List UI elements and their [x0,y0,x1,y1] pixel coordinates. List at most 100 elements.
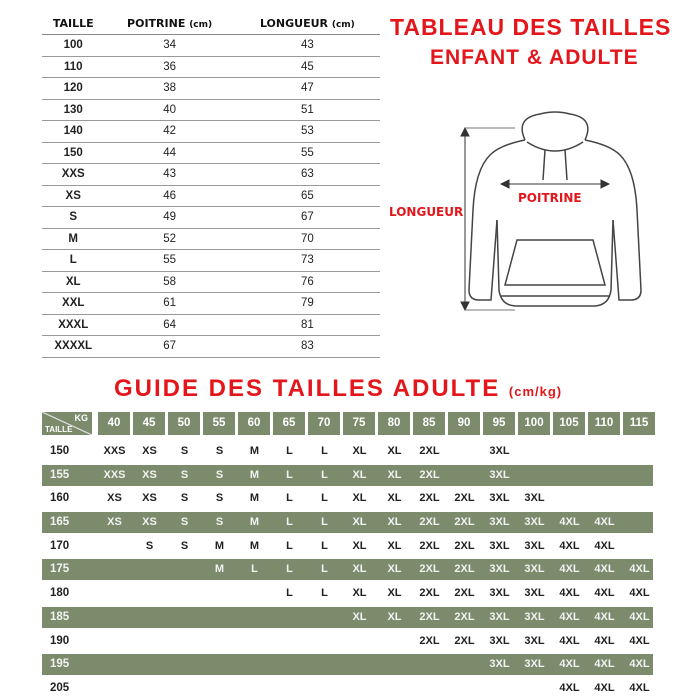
size-cell: XXS [103,445,126,457]
chest-cell: 44 [104,142,235,164]
size-cell: S [215,492,224,505]
size-cell: 3XL [489,468,510,481]
size-cell: L [286,587,293,600]
height-cell: 205 [50,681,70,694]
table-row: XXXXL 67 83 [42,335,380,358]
table-row: XL 58 76 [42,271,380,293]
size-cell: XS [107,516,122,529]
table-row: XXXL 64 81 [42,314,380,336]
chart-title: TABLEAU DES TAILLES [390,14,672,40]
size-cell: 3XL [489,634,510,647]
size-cell: 4XL [594,563,615,576]
size-cell: S [180,468,189,481]
chest-cell: 34 [104,34,235,57]
size-cell: 4XL [629,587,650,600]
size-cell: L [321,539,328,552]
height-cell: 195 [50,658,70,671]
size-cell: 3XL [524,658,545,671]
length-cell: 81 [234,314,380,336]
length-cell: 76 [234,271,380,293]
size-cell: XL [352,445,367,457]
size-cell: 4XL [559,516,580,529]
size-cell: XL [352,610,367,623]
corner-kg-label: KG [74,413,89,423]
size-cell: L [321,445,328,457]
table-row: 160 XS XS S S M L L XL XL 2XL 2XL 3XL 3XL [42,487,657,511]
size-cell: XL [387,468,402,481]
length-cell: 47 [234,77,380,100]
length-cell: 45 [234,56,380,78]
table-row: 180 L L XL XL 2XL 2XL 3XL 3XL 4XL 4XL 4XL [42,582,657,606]
size-cell: 3XL [489,610,510,623]
weight-header-cell: 80 [378,412,410,435]
height-cell: 180 [50,587,70,600]
size-cell: 110 [42,56,105,78]
weight-header-cell: 115 [623,412,655,435]
size-cell: 2XL [419,563,440,576]
size-cell: 4XL [594,634,615,647]
chest-cell: 67 [104,335,235,358]
chest-cell: 64 [104,314,235,336]
size-cell: L [286,445,293,457]
height-cell: 155 [50,468,70,481]
weight-header-cell: 90 [448,412,480,435]
chest-cell: 52 [104,228,235,250]
table-row: 140 42 53 [42,120,380,143]
size-cell: S [215,516,224,529]
size-cell: L [321,468,328,481]
size-cell: L [286,492,293,505]
height-cell: 165 [50,516,70,529]
size-cell: XXS [103,468,126,481]
size-cell: 3XL [524,610,545,623]
size-cell: 3XL [489,445,510,457]
size-cell: S [180,539,189,552]
table-row: XS 46 65 [42,185,380,207]
table-row: 155 XXS XS S S M L L XL XL 2XL 3XL [42,464,657,488]
size-cell: XL [352,492,367,505]
size-cell: L [286,563,293,576]
height-cell: 170 [50,539,70,552]
size-cell: 4XL [559,563,580,576]
size-cell: XL [387,539,402,552]
size-cell: 2XL [419,634,440,647]
size-cell: XS [42,185,105,207]
size-cell: 2XL [454,492,475,505]
size-cell: 3XL [489,516,510,529]
table-row: M 52 70 [42,228,380,250]
chest-cell: 58 [104,271,235,293]
size-cell: 3XL [524,492,545,505]
weight-header-cell: 75 [343,412,375,435]
weight-header-cell: 85 [413,412,445,435]
size-cell: M [214,563,225,576]
size-cell: XL [352,516,367,529]
length-cell: 83 [234,335,380,358]
table-row: 175 M L L L XL XL 2XL 2XL 3XL 3XL 4XL 4XL 4XL [42,558,657,582]
size-cell: XL [352,587,367,600]
height-cell: 185 [50,610,70,623]
weight-header-cell: 70 [308,412,340,435]
length-cell: 51 [234,99,380,121]
size-cell: 4XL [559,634,580,647]
size-cell: 2XL [454,563,475,576]
size-cell: 2XL [454,610,475,623]
adult-size-guide-table: KG TAILLE 40 45 50 55 60 65 70 75 80 85 90 95 100 105… [42,412,657,700]
size-cell: XS [107,492,122,505]
size-cell: 3XL [489,658,510,671]
length-cell: 65 [234,185,380,207]
weight-header-cell: 110 [588,412,620,435]
size-cell: 4XL [629,681,650,694]
size-cell: XL [387,610,402,623]
header-poitrine: POITRINE (cm) [104,12,235,35]
size-cell: 2XL [419,610,440,623]
size-cell: 4XL [594,539,615,552]
size-cell: 4XL [559,539,580,552]
size-cell: 4XL [594,610,615,623]
chest-cell: 43 [104,163,235,186]
size-cell: 140 [42,120,105,143]
size-cell: S [215,468,224,481]
size-cell: S [215,445,224,457]
size-cell: L [286,468,293,481]
size-cell: XXXXL [42,335,105,358]
hoodie-icon [460,111,642,312]
chest-label: POITRINE [518,191,582,205]
